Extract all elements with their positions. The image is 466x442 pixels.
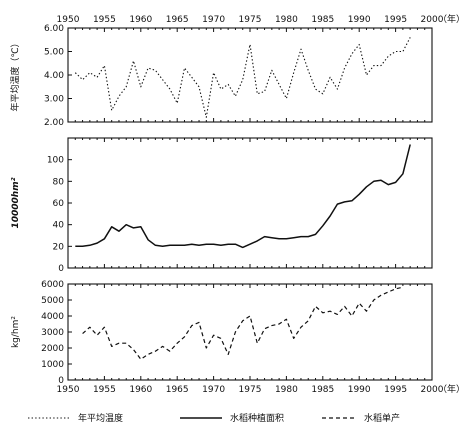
x-tick-label: 1965: [166, 15, 189, 25]
x-tick-label: 1985: [311, 15, 334, 25]
y-tick-label: 6000: [41, 280, 64, 290]
x-tick-label: 2000: [421, 385, 444, 395]
x-tick-label: 1955: [93, 15, 116, 25]
x-tick-label: 1995: [384, 385, 407, 395]
legend-yield-label: 水稻单产: [364, 412, 400, 424]
y-tick-label: 100: [47, 156, 64, 166]
x-tick-label: 1970: [202, 385, 225, 395]
legend: 年平均温度 水稻种植面积 水稻单产: [28, 412, 400, 424]
y-axis-label: kg/hm²: [11, 316, 21, 348]
series-line-bot: [82, 286, 404, 360]
x-unit-label: （年）: [438, 13, 465, 25]
y-axis-label: 10000hm²: [11, 177, 21, 228]
rice-area-panel: 0 20 40 60 80 100 10000hm²: [11, 137, 433, 274]
rice-yield-panel: 0 1000 2000 3000 4000 5000 6000 1950 1955 1960 196…: [11, 280, 465, 395]
y-tick-label: 40: [53, 221, 65, 231]
y-tick-label: 1000: [41, 360, 64, 370]
y-tick-label: 6.00: [44, 24, 64, 34]
y-tick-label: 3.00: [44, 95, 64, 105]
x-tick-label: 1980: [275, 385, 298, 395]
y-tick-label: 4000: [41, 312, 64, 322]
x-unit-label: （年）: [438, 383, 465, 395]
series-line-top: [74, 37, 411, 118]
plot-frame: [67, 27, 433, 123]
plot-frame: [67, 137, 433, 269]
x-tick-label: 1975: [239, 385, 262, 395]
x-tick-label: 1960: [129, 15, 152, 25]
y-tick-label: 4.00: [44, 71, 64, 81]
x-tick-label: 1960: [129, 385, 152, 395]
series-line-mid: [75, 144, 411, 249]
plot-frame: [67, 283, 433, 381]
y-tick-label: 2000: [41, 344, 64, 354]
x-tick-label: 1990: [348, 385, 371, 395]
legend-temp-label: 年平均温度: [78, 412, 123, 424]
y-tick-label: 5000: [41, 296, 64, 306]
x-tick-label: 1980: [275, 15, 298, 25]
y-axis-label: 年平均温度（℃）: [9, 38, 21, 111]
x-tick-label: 1950: [57, 385, 80, 395]
x-tick-label: 1985: [311, 385, 334, 395]
y-tick-label: 20: [53, 242, 65, 252]
y-tick-label: 0: [58, 264, 64, 274]
x-tick-label: 1995: [384, 15, 407, 25]
y-tick-label: 0: [58, 376, 64, 386]
y-tick-label: 2.00: [44, 118, 64, 128]
y-tick-label: 5.00: [44, 48, 64, 58]
legend-area-label: 水稻种植面积: [230, 412, 284, 424]
y-tick-label: 60: [53, 199, 65, 209]
x-tick-label: 1950: [57, 15, 80, 25]
x-tick-label: 1970: [202, 15, 225, 25]
x-tick-label: 1955: [93, 385, 116, 395]
y-tick-label: 3000: [41, 328, 64, 338]
x-tick-label: 1965: [166, 385, 189, 395]
y-tick-label: 80: [53, 177, 65, 187]
x-tick-label: 1990: [348, 15, 371, 25]
x-tick-label: 1975: [239, 15, 262, 25]
x-tick-label: 2000: [421, 15, 444, 25]
